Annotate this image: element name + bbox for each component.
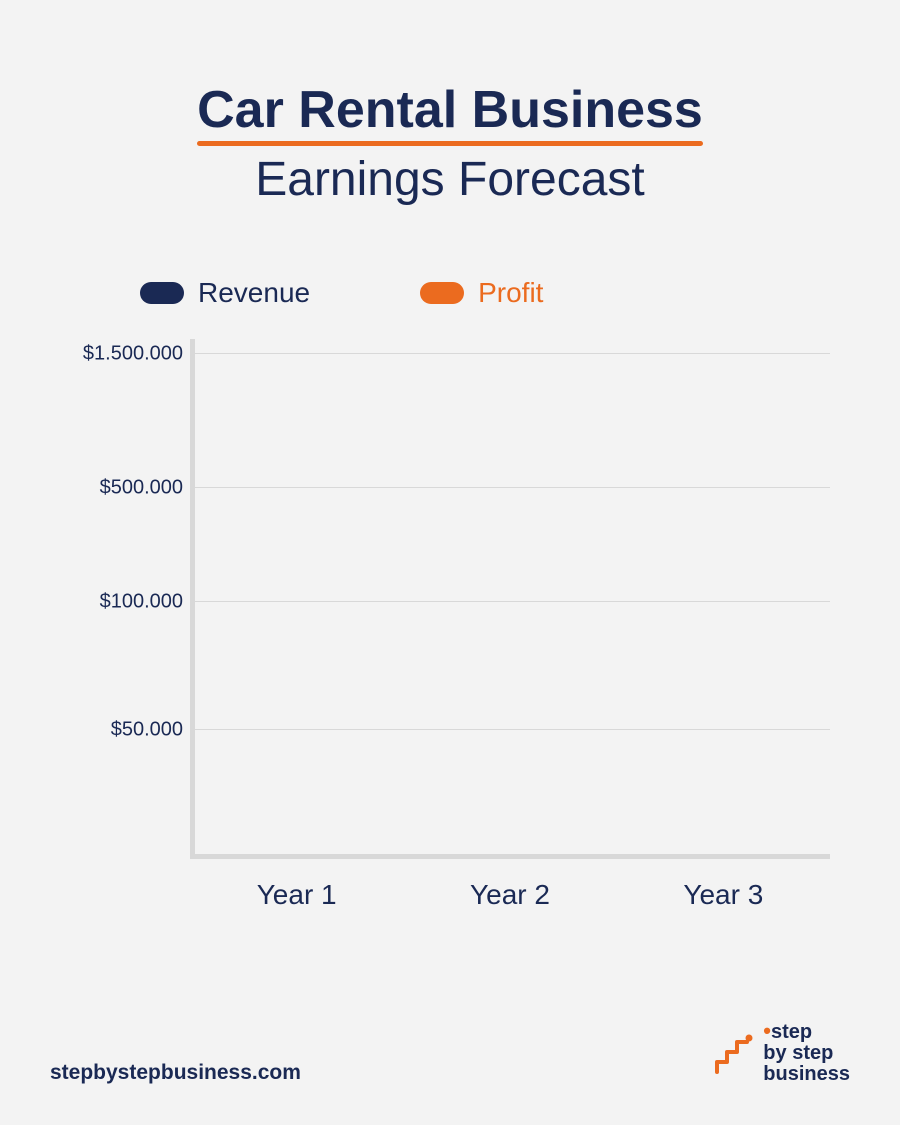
title-block: Car Rental Business Earnings Forecast — [50, 80, 850, 207]
logo-line: step — [771, 1021, 812, 1043]
y-tick-label: $500.000 — [100, 477, 195, 500]
footer: stepbystepbusiness.com •step by step bus… — [50, 1019, 850, 1085]
brand-logo-text: •step by step business — [763, 1019, 850, 1085]
x-label-year3: Year 3 — [634, 879, 813, 911]
logo-line: business — [763, 1063, 850, 1085]
title-main-text: Car Rental Business — [197, 81, 703, 139]
legend-label-revenue: Revenue — [198, 277, 310, 309]
chart-legend: Revenue Profit — [140, 277, 850, 309]
x-label-year1: Year 1 — [207, 879, 386, 911]
x-label-year2: Year 2 — [420, 879, 599, 911]
title-sub: Earnings Forecast — [50, 152, 850, 207]
legend-item-revenue: Revenue — [140, 277, 310, 309]
stairs-icon — [713, 1028, 755, 1076]
legend-item-profit: Profit — [420, 277, 543, 309]
legend-swatch-profit — [420, 282, 464, 304]
brand-logo: •step by step business — [713, 1019, 850, 1085]
y-tick-label: $100.000 — [100, 590, 195, 613]
dot-icon: • — [763, 1018, 771, 1043]
title-underline — [197, 141, 703, 146]
chart: $1.500.000 $500.000 $100.000 $50.000 Yea… — [80, 339, 830, 911]
legend-swatch-revenue — [140, 282, 184, 304]
legend-label-profit: Profit — [478, 277, 543, 309]
y-tick-label: $1.500.000 — [83, 343, 195, 366]
logo-line: by step — [763, 1042, 833, 1064]
title-main: Car Rental Business — [197, 80, 703, 144]
bars-container — [195, 339, 830, 854]
chart-plot-area: $1.500.000 $500.000 $100.000 $50.000 — [190, 339, 830, 859]
x-axis-labels: Year 1 Year 2 Year 3 — [190, 879, 830, 911]
footer-url: stepbystepbusiness.com — [50, 1061, 301, 1085]
y-tick-label: $50.000 — [111, 719, 195, 742]
